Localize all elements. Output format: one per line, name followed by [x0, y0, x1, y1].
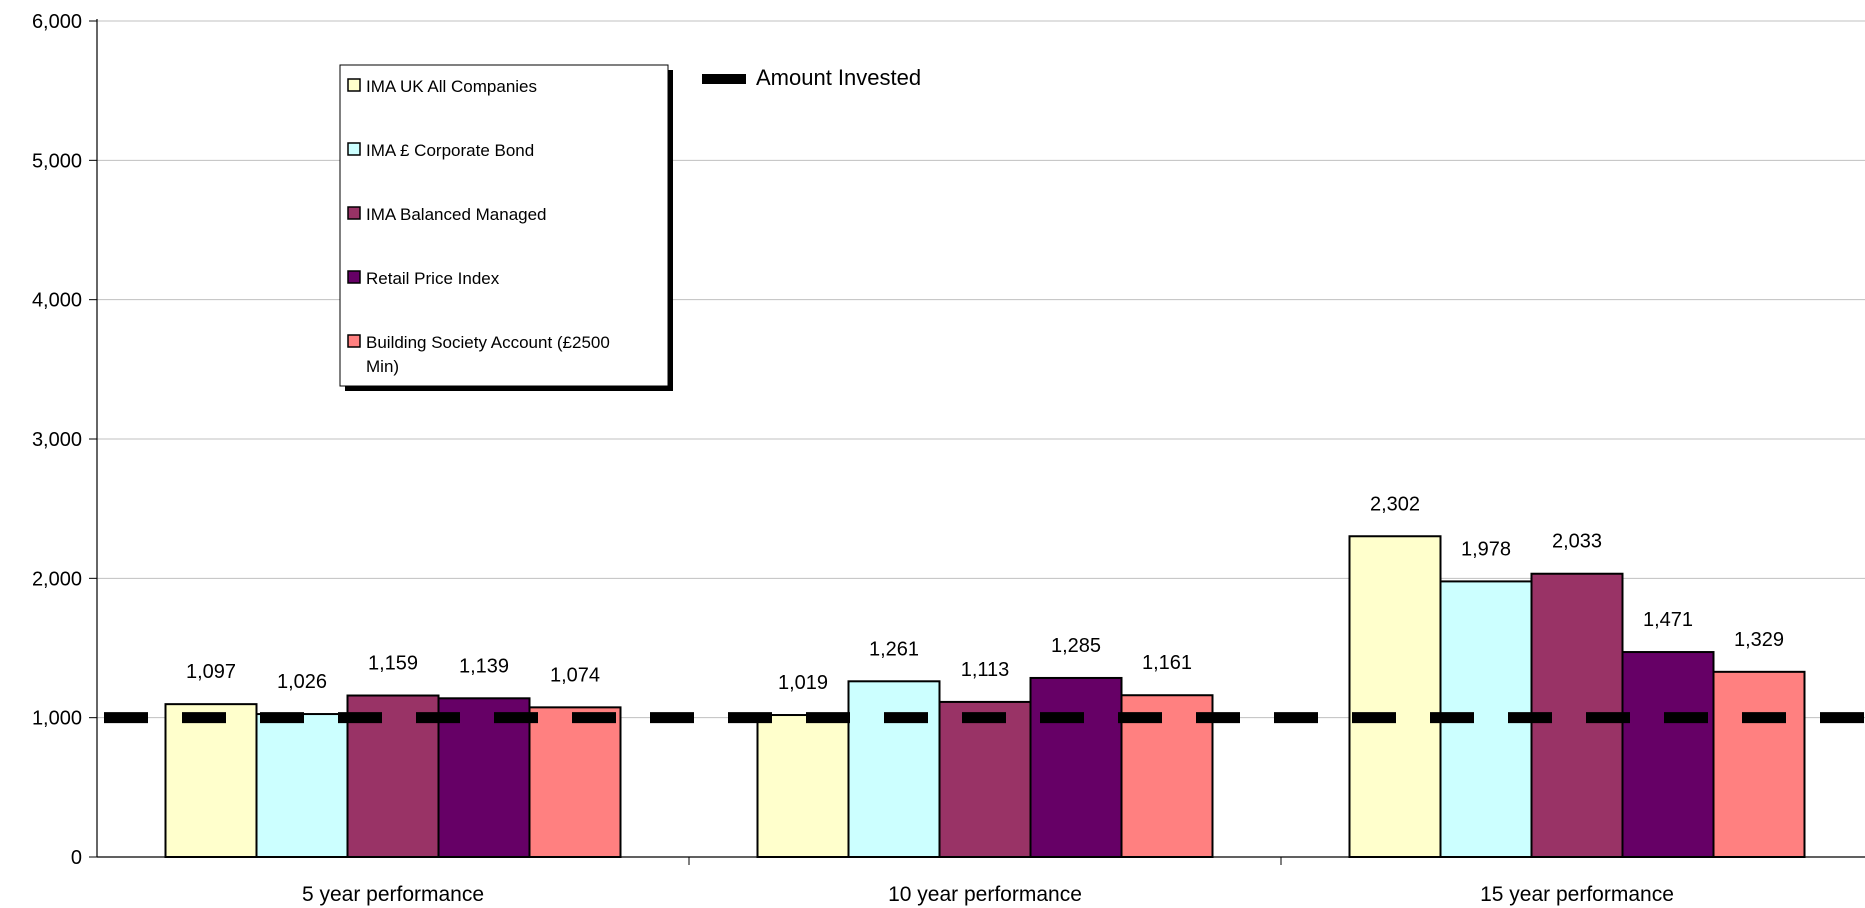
x-tick-label: 5 year performance [302, 883, 484, 906]
y-tick-label: 3,000 [32, 429, 82, 451]
y-tick-label: 0 [71, 847, 82, 869]
legend-label: Building Society Account (£2500 Min) [366, 333, 610, 376]
bar [1029, 676, 1123, 858]
bars [164, 535, 1806, 859]
data-labels: 1,097 1,026 1,159 1,139 1,074 1,019 1,261 1,113… [186, 493, 1784, 694]
legend-swatch [347, 334, 361, 348]
y-tick-label: 4,000 [32, 290, 82, 312]
legend-swatch [347, 142, 361, 156]
y-tick-label: 6,000 [32, 11, 82, 33]
data-label: 1,097 [186, 661, 236, 683]
bar [255, 713, 349, 858]
y-tick-label: 1,000 [32, 708, 82, 730]
legend-swatch [347, 78, 361, 92]
data-label: 1,159 [368, 653, 418, 675]
legend-label: IMA £ Corporate Bond [366, 141, 534, 160]
y-tick-label: 2,000 [32, 568, 82, 590]
legend-label: IMA UK All Companies [366, 77, 537, 96]
bar [528, 706, 622, 859]
bar [164, 703, 258, 858]
amount-invested-swatch [702, 74, 746, 84]
x-tick-label: 15 year performance [1480, 883, 1674, 906]
x-tick-label: 10 year performance [888, 883, 1082, 906]
data-label: 1,261 [869, 638, 919, 660]
data-label: 1,285 [1051, 635, 1101, 657]
data-label: 1,329 [1734, 629, 1784, 651]
data-label: 1,139 [459, 655, 509, 677]
bar [938, 700, 1032, 858]
data-label: 1,471 [1643, 609, 1693, 631]
bar [756, 714, 850, 859]
bar [1348, 535, 1442, 858]
data-label: 1,074 [550, 664, 600, 686]
legend-box [339, 64, 669, 387]
data-label: 1,161 [1142, 652, 1192, 674]
amount-invested-legend: Amount Invested [702, 65, 921, 90]
data-label: 2,033 [1552, 531, 1602, 553]
y-tick-label: 5,000 [32, 150, 82, 172]
data-label: 1,026 [277, 671, 327, 693]
bar [1621, 651, 1715, 858]
legend-swatch [347, 270, 361, 284]
bar [847, 680, 941, 858]
legend-label: IMA Balanced Managed [366, 205, 547, 224]
data-label: 2,302 [1370, 493, 1420, 515]
legend-swatch [347, 206, 361, 220]
bar [437, 697, 531, 858]
amount-invested-label: Amount Invested [756, 65, 921, 90]
data-label: 1,019 [778, 672, 828, 694]
legend-label: Retail Price Index [366, 269, 500, 288]
data-label: 1,978 [1461, 538, 1511, 560]
data-label: 1,113 [961, 659, 1010, 681]
bar [1712, 670, 1806, 858]
legend: IMA UK All Companies IMA £ Corporate Bond… [339, 64, 673, 391]
